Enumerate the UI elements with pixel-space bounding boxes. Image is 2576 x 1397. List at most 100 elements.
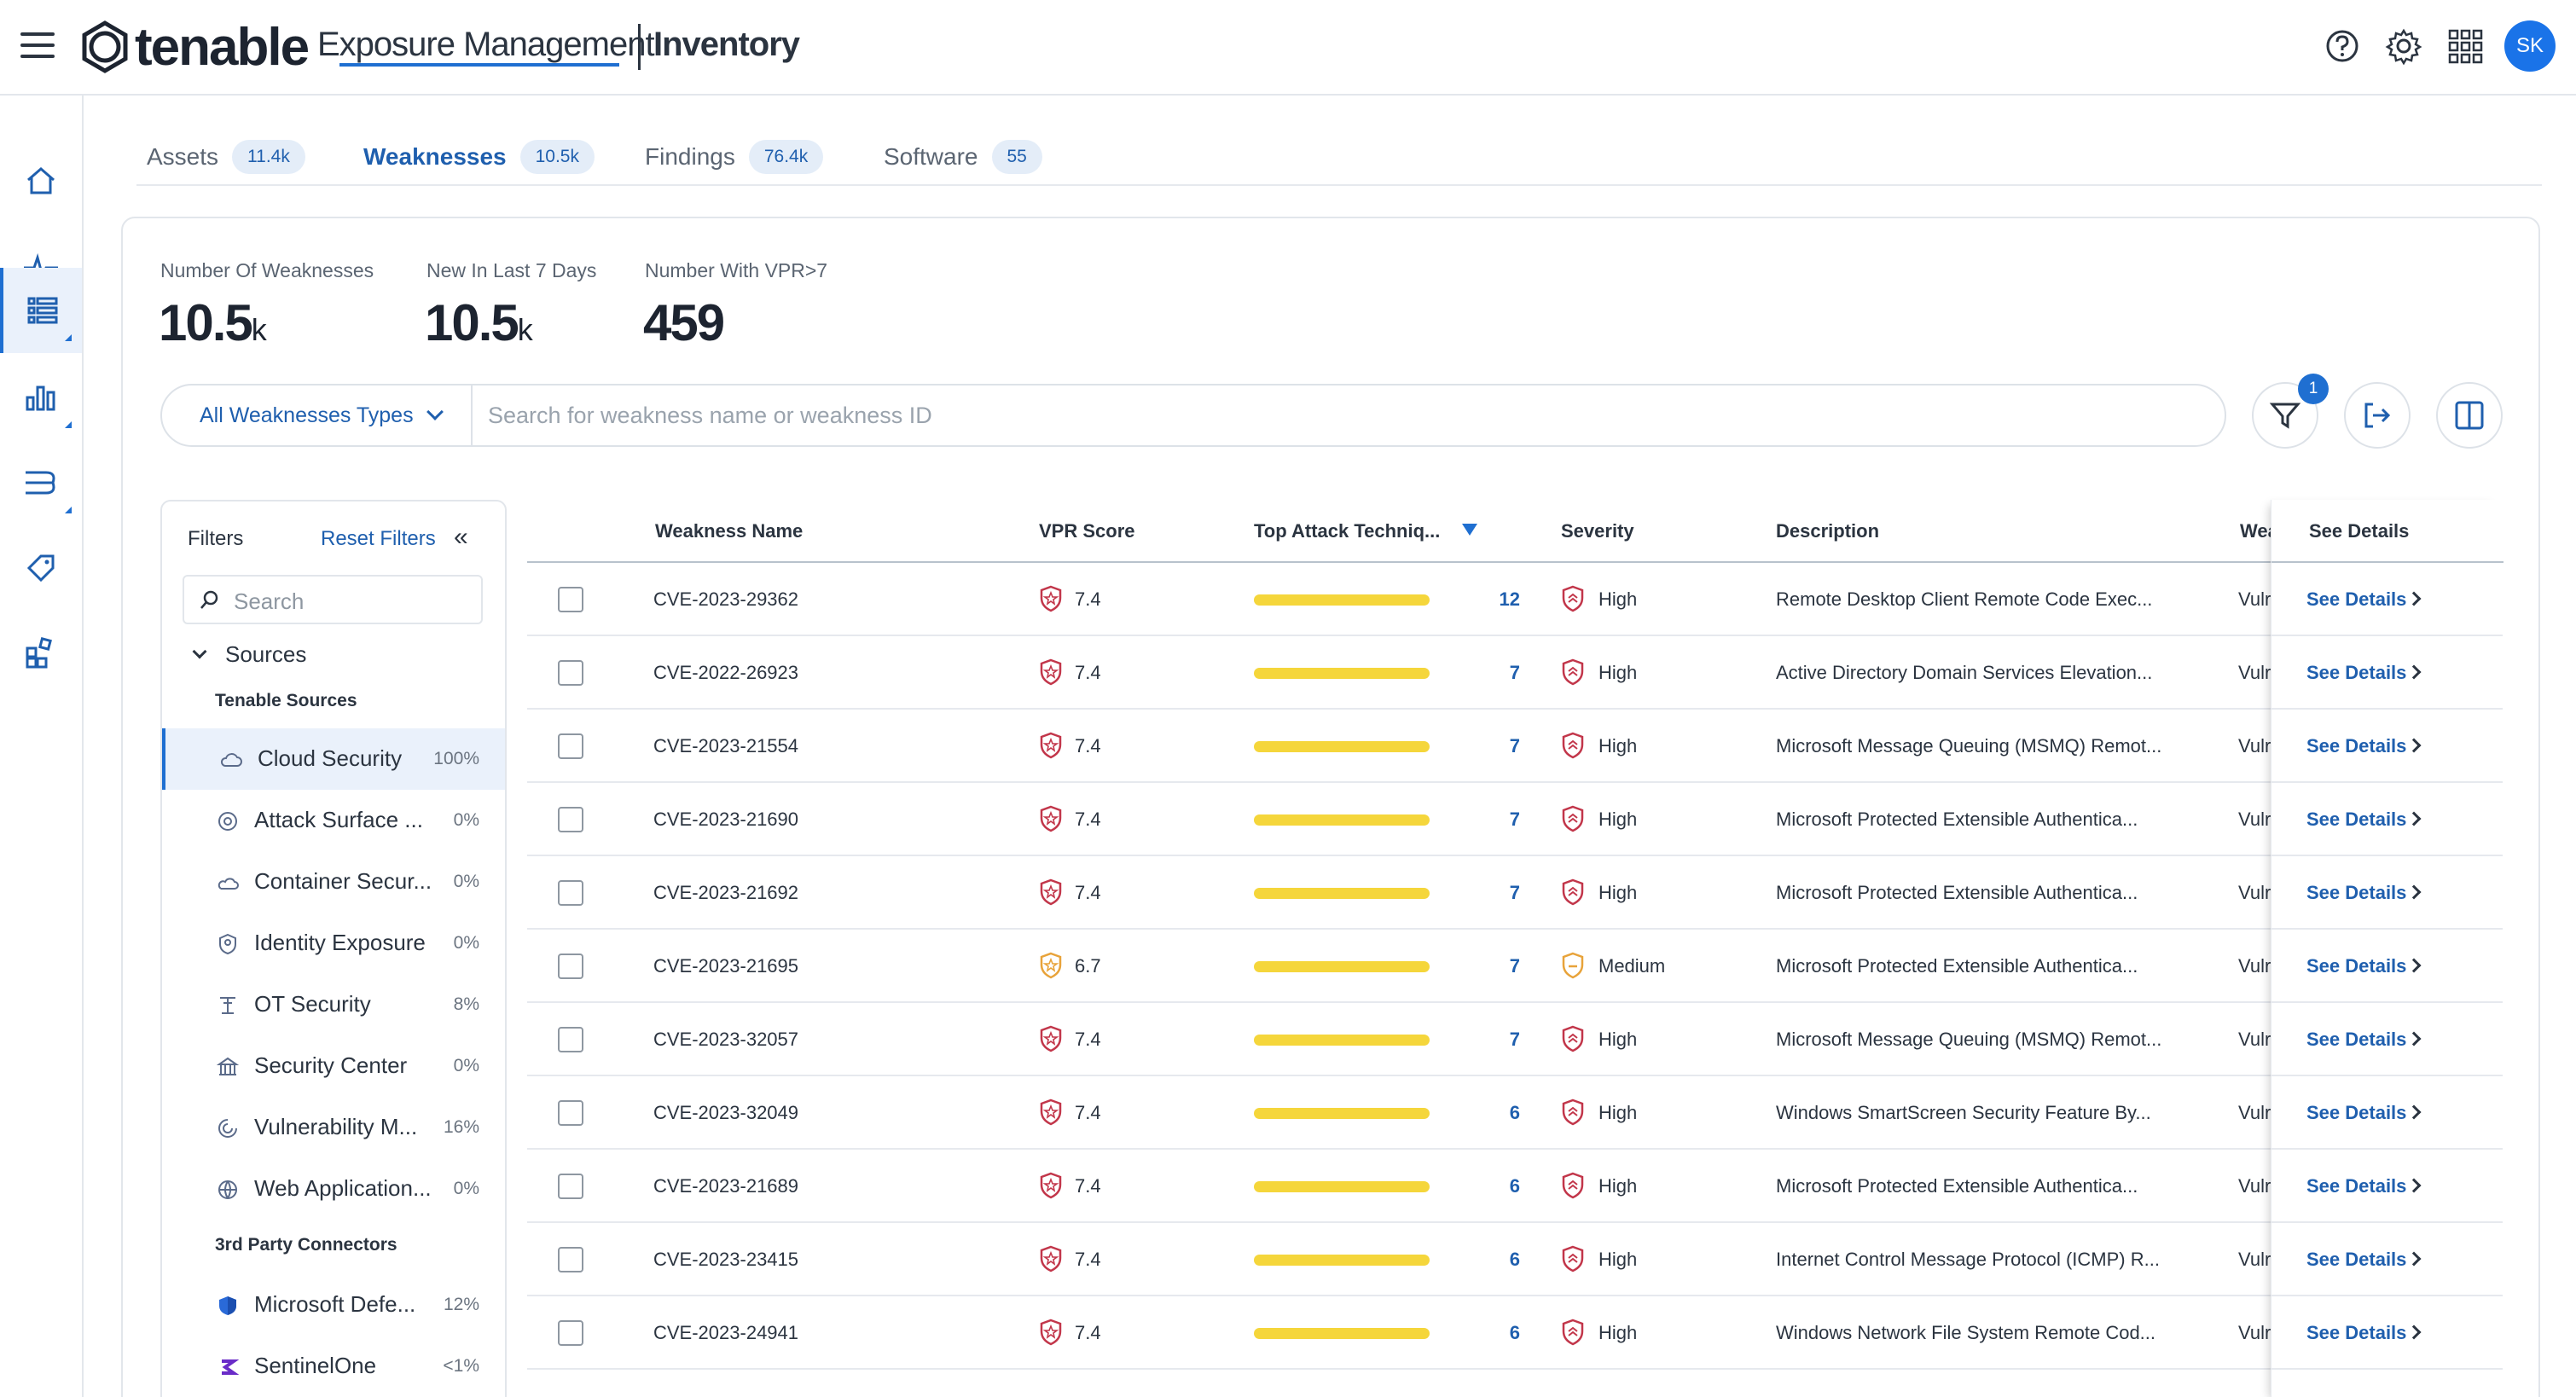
source-item-ot-security[interactable]: OT Security 8% (162, 974, 505, 1035)
see-details-link[interactable]: See Details (2306, 1029, 2407, 1050)
attack-technique-count[interactable]: 7 (1509, 662, 1520, 683)
table-row[interactable]: CVE-2023-24941 7.4 6 High Windows Network Fi… (527, 1296, 2503, 1370)
rail-tags[interactable] (0, 525, 82, 611)
weakness-type-select[interactable]: All Weaknesses Types (162, 385, 473, 445)
source-item-web-application[interactable]: Web Application... 0% (162, 1158, 505, 1220)
table-row[interactable]: CVE-2023-21690 7.4 7 High Microsoft Protecte… (527, 783, 2503, 856)
chevron-right-icon[interactable] (2406, 958, 2422, 973)
column-description[interactable]: Description (1776, 520, 1880, 542)
table-row[interactable]: CVE-2023-21695 6.7 7 Medium Microsoft Protec… (527, 930, 2503, 1003)
weakness-name[interactable]: CVE-2023-21692 (653, 882, 799, 903)
column-vpr-score[interactable]: VPR Score (1039, 520, 1135, 542)
row-checkbox[interactable] (558, 1247, 583, 1272)
avatar[interactable]: SK (2504, 20, 2556, 72)
column-severity[interactable]: Severity (1561, 520, 1634, 542)
sources-section-label[interactable]: Sources (225, 641, 307, 667)
chevron-right-icon[interactable] (2406, 1178, 2422, 1193)
weakness-name[interactable]: CVE-2023-32049 (653, 1102, 799, 1123)
rail-apps[interactable] (0, 611, 82, 696)
weakness-search-input[interactable]: Search for weakness name or weakness ID (488, 402, 932, 428)
weakness-name[interactable]: CVE-2023-21689 (653, 1175, 799, 1197)
column-top-attack-techniques[interactable]: Top Attack Techniq... (1254, 520, 1441, 542)
row-checkbox[interactable] (558, 660, 583, 686)
weakness-name[interactable]: CVE-2023-21690 (653, 809, 799, 830)
rail-home[interactable] (0, 138, 82, 223)
rail-attack-paths[interactable] (0, 440, 82, 525)
attack-technique-count[interactable]: 7 (1509, 809, 1520, 830)
apps-grid-icon[interactable] (2446, 27, 2484, 65)
table-row[interactable]: CVE-2022-26923 7.4 7 High Active Directory D… (527, 636, 2503, 710)
see-details-link[interactable]: See Details (2306, 809, 2407, 830)
row-checkbox[interactable] (558, 1174, 583, 1199)
source-item-container-security[interactable]: Container Secur... 0% (162, 851, 505, 913)
collapse-panel-icon[interactable]: « (454, 523, 468, 551)
see-details-link[interactable]: See Details (2306, 662, 2407, 683)
tab-software[interactable]: Software 55 (884, 128, 1042, 186)
table-row[interactable]: CVE-2023-32057 7.4 7 High Microsoft Message … (527, 1003, 2503, 1076)
table-row[interactable]: CVE-2023-21689 7.4 6 High Microsoft Protecte… (527, 1150, 2503, 1223)
sort-descending-icon[interactable] (1462, 524, 1477, 536)
source-item-identity-exposure[interactable]: Identity Exposure 0% (162, 913, 505, 974)
chevron-right-icon[interactable] (2406, 591, 2422, 606)
source-item-attack-surface[interactable]: Attack Surface ... 0% (162, 790, 505, 851)
see-details-link[interactable]: See Details (2306, 1175, 2407, 1197)
row-checkbox[interactable] (558, 1027, 583, 1052)
column-weakness-name[interactable]: Weakness Name (655, 520, 804, 542)
table-row[interactable]: CVE-2023-21692 7.4 7 High Microsoft Protecte… (527, 856, 2503, 930)
columns-button[interactable] (2436, 382, 2503, 449)
row-checkbox[interactable] (558, 807, 583, 832)
chevron-right-icon[interactable] (2406, 738, 2422, 753)
row-checkbox[interactable] (558, 880, 583, 906)
tab-assets[interactable]: Assets 11.4k (147, 128, 305, 186)
tenable-logo[interactable]: tenable (78, 18, 310, 77)
source-item-sentinelone[interactable]: SentinelOne <1% (162, 1336, 505, 1397)
chevron-right-icon[interactable] (2406, 1104, 2422, 1120)
weakness-name[interactable]: CVE-2023-21695 (653, 955, 799, 977)
attack-technique-count[interactable]: 6 (1509, 1175, 1520, 1197)
see-details-link[interactable]: See Details (2306, 588, 2407, 610)
chevron-right-icon[interactable] (2406, 1251, 2422, 1267)
chevron-right-icon[interactable] (2406, 811, 2422, 826)
weakness-name[interactable]: CVE-2023-23415 (653, 1249, 799, 1270)
see-details-link[interactable]: See Details (2306, 1102, 2407, 1123)
table-row[interactable]: CVE-2023-23415 7.4 6 High Internet Control M… (527, 1223, 2503, 1296)
menu-icon[interactable] (20, 32, 55, 63)
weakness-name[interactable]: CVE-2022-26923 (653, 662, 799, 683)
weakness-name[interactable]: CVE-2023-29362 (653, 588, 799, 610)
rail-charts[interactable] (0, 355, 82, 440)
source-item-cloud-security[interactable]: Cloud Security 100% (162, 728, 505, 790)
weakness-name[interactable]: CVE-2023-24941 (653, 1322, 799, 1343)
weakness-name[interactable]: CVE-2023-21554 (653, 735, 799, 756)
see-details-link[interactable]: See Details (2306, 955, 2407, 977)
export-button[interactable] (2344, 382, 2411, 449)
source-item-microsoft-defender[interactable]: Microsoft Defe... 12% (162, 1274, 505, 1336)
attack-technique-count[interactable]: 7 (1509, 735, 1520, 756)
row-checkbox[interactable] (558, 1100, 583, 1126)
source-item-vulnerability-management[interactable]: Vulnerability M... 16% (162, 1097, 505, 1158)
attack-technique-count[interactable]: 6 (1509, 1322, 1520, 1343)
weakness-name[interactable]: CVE-2023-32057 (653, 1029, 799, 1050)
row-checkbox[interactable] (558, 733, 583, 759)
tab-weaknesses[interactable]: Weaknesses 10.5k (363, 128, 595, 186)
attack-technique-count[interactable]: 7 (1509, 1029, 1520, 1050)
attack-technique-count[interactable]: 6 (1509, 1102, 1520, 1123)
rail-inventory[interactable] (0, 268, 82, 353)
attack-technique-count[interactable]: 7 (1509, 882, 1520, 903)
table-row[interactable]: CVE-2023-21554 7.4 7 High Microsoft Message … (527, 710, 2503, 783)
see-details-link[interactable]: See Details (2306, 1249, 2407, 1270)
tab-findings[interactable]: Findings 76.4k (645, 128, 824, 186)
attack-technique-count[interactable]: 12 (1499, 588, 1520, 610)
row-checkbox[interactable] (558, 954, 583, 979)
source-item-security-center[interactable]: Security Center 0% (162, 1035, 505, 1097)
filter-search-input[interactable]: Search (183, 575, 483, 624)
see-details-link[interactable]: See Details (2306, 1322, 2407, 1343)
row-checkbox[interactable] (558, 1320, 583, 1346)
attack-technique-count[interactable]: 6 (1509, 1249, 1520, 1270)
chevron-right-icon[interactable] (2406, 664, 2422, 680)
see-details-link[interactable]: See Details (2306, 735, 2407, 756)
chevron-right-icon[interactable] (2406, 1325, 2422, 1340)
help-icon[interactable] (2324, 27, 2361, 65)
table-row[interactable]: CVE-2023-29362 7.4 12 High Remote Desktop Cl… (527, 563, 2503, 636)
chevron-right-icon[interactable] (2406, 1031, 2422, 1046)
row-checkbox[interactable] (558, 587, 583, 612)
